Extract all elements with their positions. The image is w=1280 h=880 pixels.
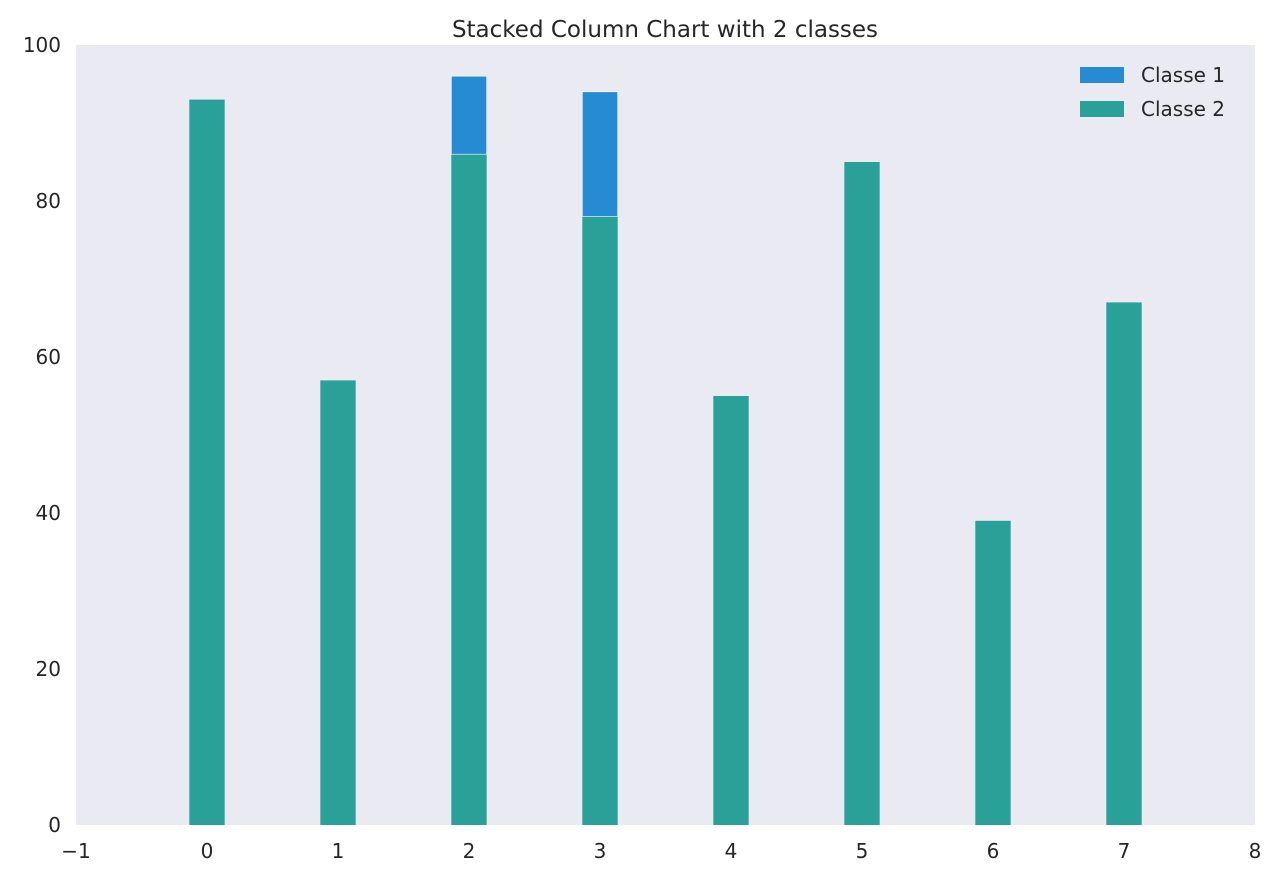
y-tick-label: 60: [36, 345, 61, 369]
x-tick-label: 0: [201, 839, 214, 863]
legend-label-classe-1: Classe 1: [1141, 63, 1225, 87]
bar-classe-1-2: [451, 75, 487, 155]
y-tick-label: 100: [23, 33, 61, 57]
y-tick-label: 40: [36, 501, 61, 525]
legend-swatch-classe-2: [1080, 101, 1124, 117]
legend-label-classe-2: Classe 2: [1141, 97, 1225, 121]
bar-classe-2-1: [320, 380, 356, 825]
bar-classe-2-0: [189, 99, 225, 826]
x-tick-label: 5: [856, 839, 869, 863]
bar-classe-1-3: [582, 91, 618, 217]
y-axis-ticks: 0 20 40 60 80 100: [23, 33, 61, 837]
bar-classe-2-6: [975, 520, 1011, 825]
y-tick-label: 0: [48, 813, 61, 837]
bar-classe-2-3: [582, 216, 618, 826]
legend: Classe 1 Classe 2: [1080, 63, 1225, 121]
legend-swatch-classe-1: [1080, 67, 1124, 83]
x-tick-label: 2: [463, 839, 476, 863]
bar-classe-2-4: [713, 396, 749, 825]
x-tick-label: 3: [594, 839, 607, 863]
y-tick-label: 20: [36, 657, 61, 681]
x-tick-label: 1: [332, 839, 345, 863]
x-tick-label: −1: [61, 839, 90, 863]
chart-title: Stacked Column Chart with 2 classes: [452, 17, 878, 43]
y-tick-label: 80: [36, 189, 61, 213]
bar-classe-2-2: [451, 154, 487, 825]
bar-classe-2-5: [844, 162, 880, 825]
x-tick-label: 7: [1118, 839, 1131, 863]
plot-area: [76, 45, 1255, 825]
x-axis-ticks: −1 0 1 2 3 4 5 6 7 8: [61, 839, 1261, 863]
bar-classe-2-7: [1106, 302, 1142, 825]
x-tick-label: 8: [1249, 839, 1262, 863]
x-tick-label: 6: [987, 839, 1000, 863]
x-tick-label: 4: [725, 839, 738, 863]
bars-group: [189, 75, 1142, 826]
